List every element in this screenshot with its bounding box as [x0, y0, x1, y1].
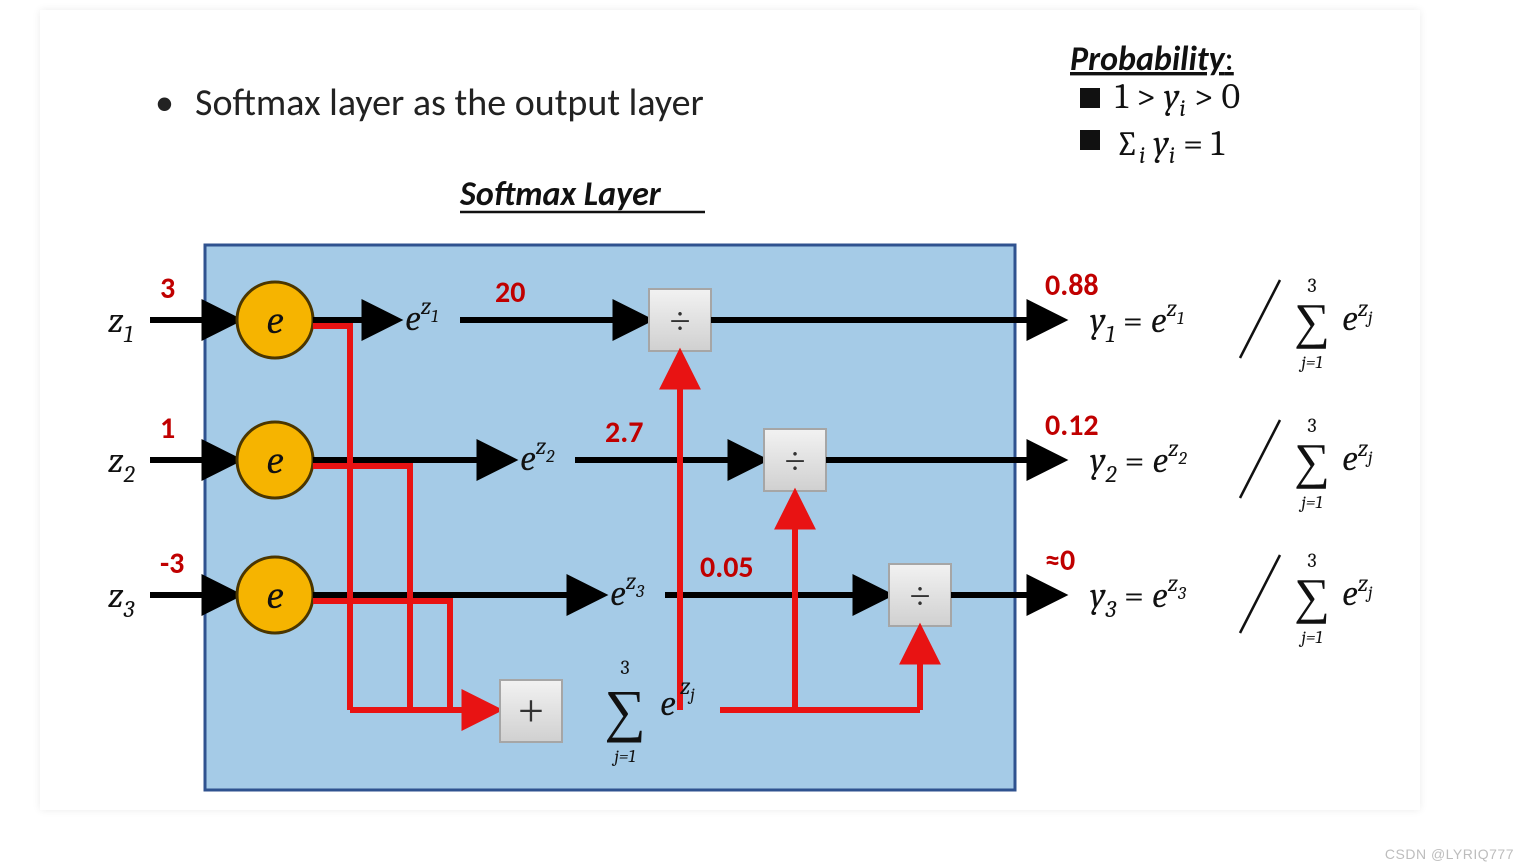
bullet: •: [155, 80, 174, 126]
probability-title: Probability:: [1070, 39, 1234, 80]
output-formula: y2 = ez2: [1090, 434, 1187, 488]
canvas: • Softmax layer as the output layer Prob…: [0, 0, 1520, 866]
output-formula: y3 = ez3: [1090, 569, 1187, 623]
div-symbol: ÷: [910, 576, 931, 618]
sum-upper: 3: [620, 656, 629, 679]
formula-sigma-upper: 3: [1307, 414, 1316, 437]
fraction-slash: [1240, 280, 1280, 358]
div-symbol: ÷: [785, 441, 806, 483]
input-value: -3: [160, 545, 184, 582]
z-label: z2: [108, 440, 136, 488]
formula-sigma-upper: 3: [1307, 274, 1316, 297]
formula-sigma-body: ezj: [1342, 294, 1373, 339]
plus-op: +: [500, 680, 562, 742]
slide-frame: • Softmax layer as the output layer Prob…: [40, 10, 1420, 810]
formula-sigma: ∑: [1294, 293, 1330, 349]
mid-value: 20: [495, 274, 525, 311]
output-value: 0.88: [1045, 267, 1099, 304]
exp-node-label: e: [266, 572, 283, 618]
z-label: z3: [108, 575, 135, 623]
mid-value: 0.05: [700, 549, 754, 586]
formula-sigma-body: ezj: [1342, 569, 1373, 614]
formula-sigma-body: ezj: [1342, 434, 1373, 479]
output-value: ≈0: [1045, 542, 1075, 579]
prob-line1: 1 > yi > 0: [1115, 76, 1240, 122]
sum-e: e: [660, 683, 676, 724]
formula-sigma: ∑: [1294, 433, 1330, 489]
input-value: 1: [160, 410, 175, 447]
mid-value: 2.7: [605, 414, 643, 451]
fraction-slash: [1240, 555, 1280, 633]
input-value: 3: [160, 270, 175, 307]
output-formula: y1 = ez1: [1090, 294, 1184, 348]
bullet-square-2: [1080, 130, 1100, 150]
z-label: z1: [108, 300, 133, 348]
output-value: 0.12: [1045, 407, 1099, 444]
bullet-square-1: [1080, 88, 1100, 108]
title-text: Softmax layer as the output layer: [195, 80, 704, 126]
formula-sigma: ∑: [1294, 568, 1330, 624]
formula-sigma-lower: j=1: [1298, 352, 1322, 373]
sum-lower: j=1: [611, 746, 635, 767]
svg-text:∑: ∑: [604, 678, 645, 743]
section-title: Softmax Layer: [459, 174, 662, 215]
fraction-slash: [1240, 420, 1280, 498]
plus-symbol: +: [518, 685, 544, 736]
formula-sigma-upper: 3: [1307, 549, 1316, 572]
exp-node-label: e: [266, 437, 283, 483]
formula-sigma-lower: j=1: [1298, 492, 1322, 513]
formula-sigma-lower: j=1: [1298, 627, 1322, 648]
diagram-svg: • Softmax layer as the output layer Prob…: [40, 10, 1420, 810]
watermark: CSDN @LYRIQ777: [1385, 846, 1514, 862]
prob-line2: ∑i yi = 1: [1115, 123, 1225, 169]
exp-node-label: e: [266, 297, 283, 343]
div-symbol: ÷: [670, 301, 691, 343]
